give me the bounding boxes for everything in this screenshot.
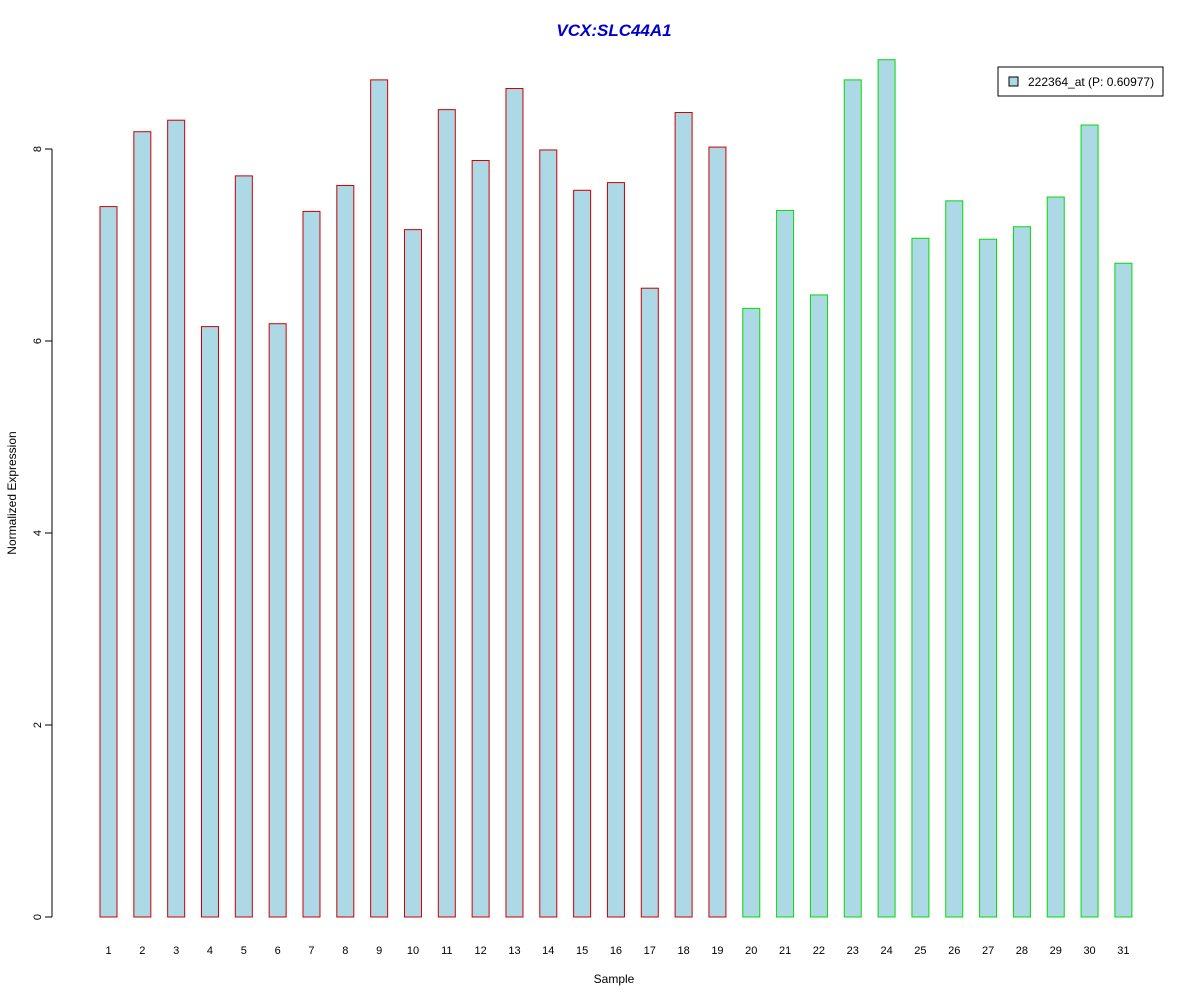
x-tick-label: 1 [105, 945, 111, 957]
x-tick-label: 13 [508, 945, 520, 957]
bar-sample-29 [1046, 196, 1065, 918]
bar-sample-18 [674, 112, 693, 918]
y-tick-label: 2 [32, 722, 44, 728]
x-tick-label: 11 [441, 945, 452, 957]
x-tick-label: 28 [1016, 945, 1028, 957]
x-tick-label: 25 [914, 945, 926, 957]
x-tick-label: 21 [779, 945, 791, 957]
bar-sample-14 [539, 149, 558, 918]
y-axis-title: Normalized Expression [5, 431, 19, 554]
x-tick-labels: 1 2 3 4 5 6 7 8 9 10 11 12 13 14 15 16 17 18 19 20 21 22 23 24 2… [105, 945, 1129, 957]
bar-sample-30 [1080, 124, 1099, 918]
legend-swatch [1008, 76, 1019, 87]
bar-sample-20 [742, 307, 761, 918]
chart-title: VCX:SLC44A1 [556, 21, 671, 40]
x-tick-label: 3 [173, 945, 179, 957]
x-tick-label: 22 [813, 945, 825, 957]
x-tick-label: 30 [1083, 945, 1095, 957]
x-tick-label: 18 [677, 945, 689, 957]
bar-sample-23 [843, 79, 862, 918]
y-tick-label: 8 [32, 146, 44, 152]
x-axis-title: Sample [594, 972, 635, 986]
bar-sample-3 [167, 119, 186, 918]
bar-sample-8 [336, 184, 355, 918]
bar-sample-24 [877, 59, 896, 918]
x-tick-label: 14 [542, 945, 554, 957]
x-tick-label: 9 [376, 945, 382, 957]
bar-sample-7 [302, 210, 321, 918]
x-tick-label: 12 [475, 945, 487, 957]
bar-sample-2 [133, 131, 152, 918]
x-tick-label: 8 [342, 945, 348, 957]
bar-sample-6 [268, 323, 287, 918]
x-tick-label: 29 [1050, 945, 1062, 957]
x-tick-label: 26 [948, 945, 960, 957]
bar-sample-1 [99, 206, 118, 918]
legend-label: 222364_at (P: 0.60977) [1028, 75, 1154, 89]
x-tick-label: 20 [745, 945, 757, 957]
x-tick-label: 15 [576, 945, 588, 957]
bar-sample-27 [979, 238, 998, 918]
y-tick-label: 0 [32, 914, 44, 920]
x-tick-label: 5 [241, 945, 247, 957]
x-tick-label: 16 [610, 945, 622, 957]
bar-sample-25 [911, 237, 930, 918]
x-tick-label: 23 [847, 945, 859, 957]
y-axis: 0 2 4 6 8 [32, 146, 53, 920]
bar-sample-31 [1114, 262, 1133, 918]
x-tick-label: 4 [207, 945, 213, 957]
bar-sample-16 [606, 182, 625, 918]
bars [99, 59, 1133, 918]
x-tick-label: 27 [982, 945, 994, 957]
bar-sample-13 [505, 88, 524, 918]
bar-sample-12 [471, 160, 490, 918]
bar-sample-28 [1012, 226, 1031, 918]
bar-sample-4 [200, 326, 219, 918]
legend-box [997, 66, 1164, 97]
bar-sample-10 [403, 229, 422, 918]
x-tick-label: 2 [139, 945, 145, 957]
bar-sample-15 [573, 189, 592, 918]
bar-sample-26 [945, 200, 964, 918]
x-tick-label: 10 [407, 945, 419, 957]
x-tick-label: 7 [308, 945, 314, 957]
x-tick-label: 31 [1117, 945, 1129, 957]
bar-sample-5 [234, 175, 253, 918]
y-tick-label: 4 [32, 530, 44, 536]
bar-sample-17 [640, 287, 659, 918]
x-tick-label: 19 [711, 945, 723, 957]
x-tick-label: 24 [880, 945, 892, 957]
x-tick-label: 17 [644, 945, 656, 957]
bar-sample-21 [776, 209, 795, 918]
bar-sample-9 [370, 79, 389, 918]
x-tick-label: 6 [275, 945, 281, 957]
bar-sample-19 [708, 146, 727, 918]
y-tick-label: 6 [32, 338, 44, 344]
legend: 222364_at (P: 0.60977) [997, 66, 1164, 97]
bar-sample-22 [809, 294, 828, 918]
bar-sample-11 [437, 109, 456, 918]
